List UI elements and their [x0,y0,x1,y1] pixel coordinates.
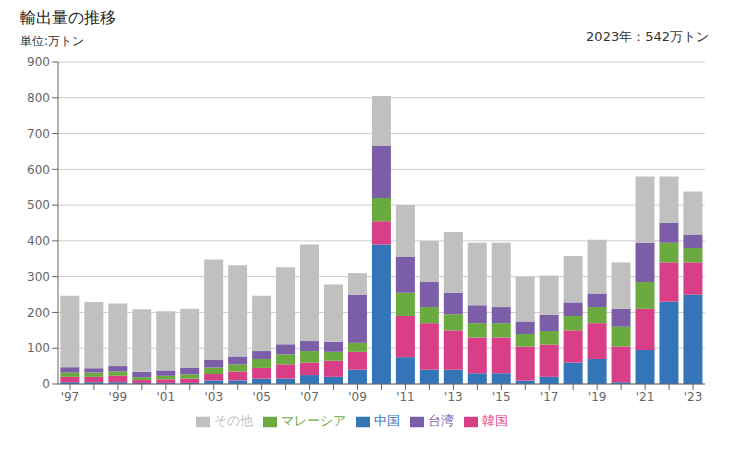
svg-text:'97: '97 [61,390,80,404]
svg-text:'05: '05 [252,390,271,404]
svg-text:300: 300 [27,270,50,284]
svg-text:200: 200 [27,306,50,320]
svg-text:'11: '11 [396,390,415,404]
svg-text:100: 100 [27,341,50,355]
html-text:輸出量の推移: 輸出量の推移 [20,8,116,27]
html-text:単位:万トン: 単位:万トン [20,34,84,48]
svg-text:'21: '21 [636,390,655,404]
svg-text:400: 400 [27,234,50,248]
html-text:2023年：542万トン: 2023年：542万トン [586,29,709,44]
svg-text:900: 900 [27,55,50,69]
svg-text:'03: '03 [204,390,223,404]
svg-text:'23: '23 [684,390,703,404]
svg-text:800: 800 [27,91,50,105]
svg-text:'15: '15 [492,390,511,404]
html-text:台湾: 台湾 [427,413,454,428]
svg-text:'99: '99 [109,390,128,404]
svg-text:'19: '19 [588,390,607,404]
svg-text:700: 700 [27,127,50,141]
svg-text:'17: '17 [540,390,559,404]
svg-text:600: 600 [27,163,50,177]
html-text:その他: その他 [213,413,253,428]
svg-text:'13: '13 [444,390,463,404]
svg-text:'07: '07 [300,390,319,404]
html-text:韓国: 韓国 [481,413,508,428]
svg-text:'09: '09 [348,390,367,404]
svg-text:500: 500 [27,198,50,212]
svg-text:0: 0 [42,377,50,391]
html-text:マレーシア: マレーシア [280,413,346,428]
html-text:中国: 中国 [373,413,400,428]
svg-text:'01: '01 [157,390,176,404]
